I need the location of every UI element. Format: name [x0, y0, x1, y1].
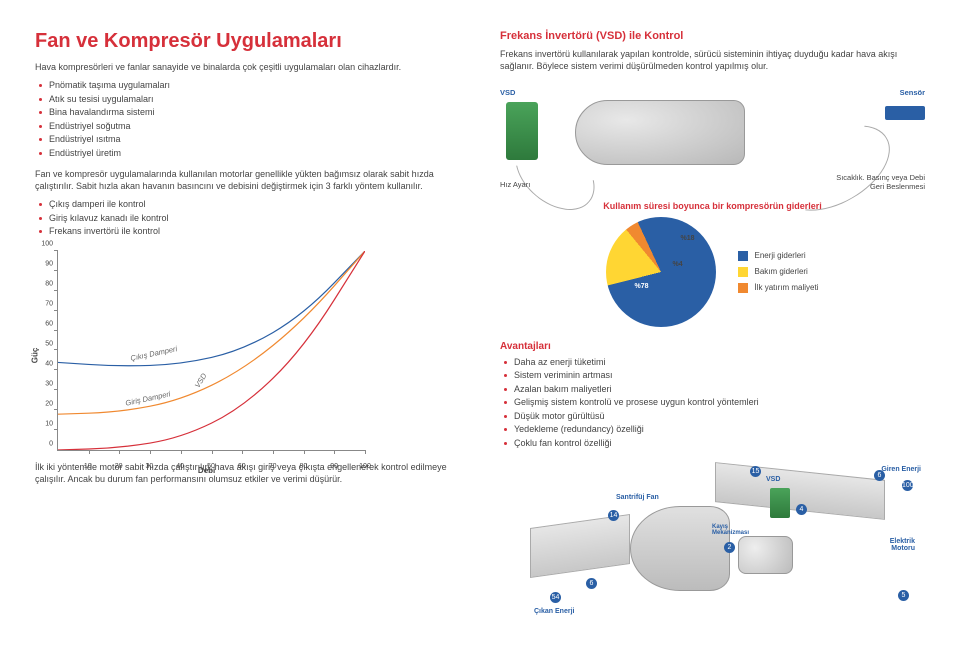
electric-motor-icon [738, 536, 793, 574]
power-flow-chart: Güç 0102030405060708090100 Çıkış Damperi… [35, 251, 365, 451]
energy-num-6b: 6 [586, 578, 597, 589]
xtick-label: 60 [238, 463, 246, 470]
sensor-icon [885, 106, 925, 120]
applications-list: Pnömatik taşıma uygulamalarıAtık su tesi… [35, 79, 460, 160]
ytick-label: 80 [45, 280, 53, 287]
chart-xlabel: Debi [198, 466, 215, 475]
advantages-list: Daha az enerji tüketimiSistem veriminin … [500, 356, 925, 451]
xtick-label: 90 [330, 463, 338, 470]
chart-y-axis: 0102030405060708090100 [35, 251, 57, 451]
methods-paragraph: Fan ve kompresör uygulamalarında kullanı… [35, 168, 460, 192]
diagram-label-fan: Santrifüj Fan [616, 494, 659, 501]
sensor-label: Sensör [900, 88, 925, 97]
cost-pie-chart: %78 %18 %4 [606, 217, 716, 327]
diagram-label-vsd: VSD [766, 476, 780, 483]
speed-adjust-label: Hız Ayarı [500, 180, 530, 189]
xtick-label: 70 [269, 463, 277, 470]
vsd-box-label: VSD [500, 88, 515, 97]
ytick-label: 70 [45, 300, 53, 307]
list-item: Yedekleme (redundancy) özelliği [500, 423, 925, 437]
left-column: Fan ve Kompresör Uygulamaları Hava kompr… [35, 30, 460, 615]
legend-item: İlk yatırım maliyeti [738, 283, 818, 293]
diagram-label-belt: Kayış Mekanizması [712, 524, 749, 536]
list-item: Endüstriyel ısıtma [35, 133, 460, 147]
xtick-label: 80 [299, 463, 307, 470]
vsd-paragraph: Frekans invertörü kullanılarak yapılan k… [500, 48, 925, 72]
ytick-label: 50 [45, 340, 53, 347]
list-item: Endüstriyel üretim [35, 147, 460, 161]
legend-label: Bakım giderleri [754, 267, 807, 276]
chart-plot-area [57, 251, 365, 451]
xtick-label: 100 [359, 463, 371, 470]
list-item: Daha az enerji tüketimi [500, 356, 925, 370]
ytick-label: 10 [45, 420, 53, 427]
legend-swatch [738, 283, 748, 293]
chart-curve [58, 251, 365, 450]
ytick-label: 60 [45, 320, 53, 327]
advantages-heading: Avantajları [500, 341, 925, 352]
legend-label: Enerji giderleri [754, 251, 805, 260]
xtick-label: 20 [115, 463, 123, 470]
ytick-label: 20 [45, 400, 53, 407]
list-item: Pnömatik taşıma uygulamaları [35, 79, 460, 93]
duct-in-icon [530, 514, 630, 578]
ytick-label: 0 [49, 440, 53, 447]
page-title: Fan ve Kompresör Uygulamaları [35, 30, 460, 53]
energy-num-4: 4 [796, 504, 807, 515]
list-item: Azalan bakım maliyetleri [500, 383, 925, 397]
energy-num-2: 2 [724, 542, 735, 553]
list-item: Çıkış damperi ile kontrol [35, 198, 460, 212]
list-item: Çoklu fan kontrol özelliği [500, 437, 925, 451]
vsd-schematic: VSD Sensör Hız Ayarı Sıcaklık. Basınç ve… [500, 88, 925, 190]
legend-swatch [738, 251, 748, 261]
energy-num-54: 54 [550, 592, 561, 603]
xtick-label: 30 [145, 463, 153, 470]
list-item: Giriş kılavuz kanadı ile kontrol [35, 212, 460, 226]
legend-label: İlk yatırım maliyeti [754, 283, 818, 292]
diagram-label-incoming: Giren Enerji [881, 466, 921, 473]
list-item: Sistem veriminin artması [500, 369, 925, 383]
list-item: Endüstriyel soğutma [35, 120, 460, 134]
motor-icon [575, 100, 745, 165]
list-item: Atık su tesisi uygulamaları [35, 93, 460, 107]
energy-num-100: 100 [902, 480, 913, 491]
list-item: Gelişmiş sistem kontrolü ve prosese uygu… [500, 396, 925, 410]
pie-label-78: %78 [634, 283, 648, 290]
system-diagram: Giren Enerji Çıkan Enerji Santrifüj Fan … [500, 466, 925, 615]
pie-legend: Enerji giderleri Bakım giderleri İlk yatır… [738, 251, 818, 293]
centrifugal-fan-icon [630, 506, 730, 591]
intro-paragraph: Hava kompresörleri ve fanlar sanayide ve… [35, 61, 460, 73]
ytick-label: 30 [45, 380, 53, 387]
chart-curve [58, 251, 365, 366]
ytick-label: 40 [45, 360, 53, 367]
pie-label-18: %18 [680, 235, 694, 242]
energy-num-5: 5 [898, 590, 909, 601]
list-item: Düşük motor gürültüsü [500, 410, 925, 424]
ytick-label: 100 [41, 240, 53, 247]
xtick-label: 40 [176, 463, 184, 470]
methods-list: Çıkış damperi ile kontrolGiriş kılavuz k… [35, 198, 460, 239]
pie-section: Kullanım süresi boyunca bir kompresörün … [500, 201, 925, 327]
diagram-label-outgoing: Çıkan Enerji [534, 608, 574, 615]
vsd-heading: Frekans İnvertörü (VSD) ile Kontrol [500, 30, 925, 42]
feedback-label: Sıcaklık. Basınç veya Debi Geri Beslenme… [836, 173, 925, 191]
legend-item: Bakım giderleri [738, 267, 818, 277]
legend-item: Enerji giderleri [738, 251, 818, 261]
xtick-label: 10 [84, 463, 92, 470]
legend-swatch [738, 267, 748, 277]
ytick-label: 90 [45, 260, 53, 267]
chart-footnote: İlk iki yöntemde motor sabit hızda çalış… [35, 461, 460, 485]
pie-label-4: %4 [672, 261, 682, 268]
vsd-small-icon [770, 488, 790, 518]
list-item: Frekans invertörü ile kontrol [35, 225, 460, 239]
right-column: Frekans İnvertörü (VSD) ile Kontrol Frek… [500, 30, 925, 615]
chart-curve [58, 251, 365, 414]
diagram-label-motor: Elektrik Motoru [890, 538, 915, 552]
list-item: Bina havalandırma sistemi [35, 106, 460, 120]
